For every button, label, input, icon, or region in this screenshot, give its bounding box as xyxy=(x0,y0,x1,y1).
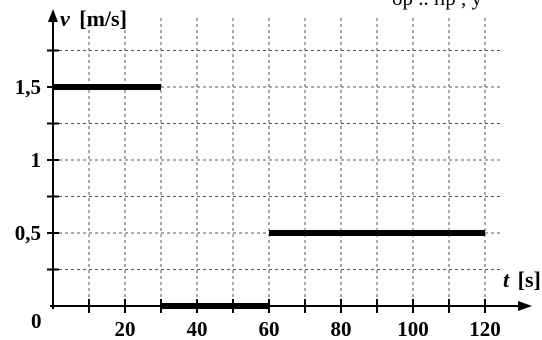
labels: 20 40 60 80 100 120 0,5 1 1,5 xyxy=(15,75,501,340)
y-tick-label: 0,5 xyxy=(15,221,41,245)
y-axis-arrow xyxy=(48,9,58,22)
origin-label: 0 xyxy=(31,309,42,333)
y-tick-label: 1 xyxy=(31,148,42,172)
y-tick-label: 1,5 xyxy=(15,75,41,99)
cut-off-top-text: ор .. пр , у xyxy=(392,0,482,10)
x-tick-label: 60 xyxy=(259,317,280,340)
x-axis-unit: [s] xyxy=(518,267,541,292)
data-series xyxy=(53,84,485,309)
x-axis-arrow xyxy=(518,301,532,311)
y-axis-label: v [m/s] xyxy=(60,6,127,31)
axes xyxy=(47,9,532,313)
x-axis-label: t [s] xyxy=(503,267,541,292)
x-tick-label: 120 xyxy=(469,317,501,340)
y-axis-unit: [m/s] xyxy=(79,6,127,31)
x-axis-variable: t xyxy=(503,267,510,292)
x-tick-label: 20 xyxy=(115,317,136,340)
y-axis-variable: v xyxy=(60,6,70,31)
x-tick-label: 100 xyxy=(397,317,429,340)
x-tick-label: 40 xyxy=(187,317,208,340)
grid xyxy=(53,18,503,306)
x-tick-label: 80 xyxy=(331,317,352,340)
